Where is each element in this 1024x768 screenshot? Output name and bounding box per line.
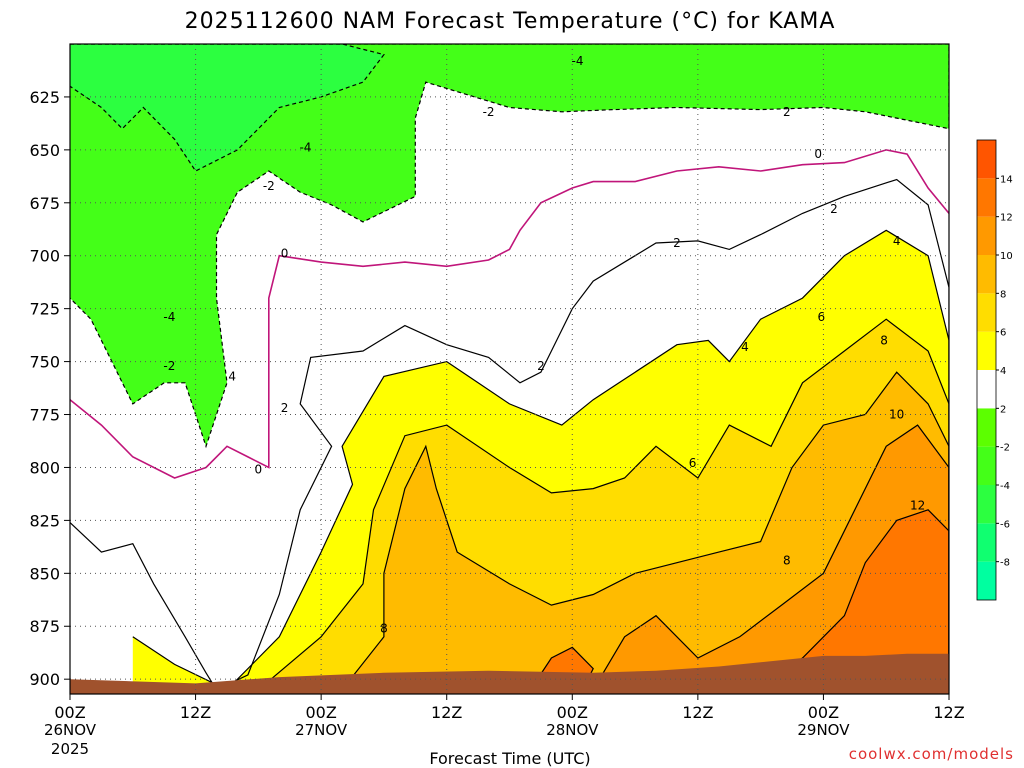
y-tick-label: 750 xyxy=(29,353,60,372)
x-date-label: 27NOV xyxy=(295,721,348,739)
band-10-to-12-contour xyxy=(592,424,949,694)
x-year-label: 2025 xyxy=(51,740,89,758)
contour-label: 2 xyxy=(830,202,838,216)
colorbar-swatch xyxy=(977,408,996,447)
y-axis: 625 650 675 700 725 750 775 800 825 850 875 900 xyxy=(29,88,70,689)
colorbar-label: 4 xyxy=(1000,366,1006,377)
contour-label: 6 xyxy=(689,456,697,470)
colorbar-label: -4 xyxy=(1000,481,1010,492)
colorbar-label: 14 xyxy=(1000,174,1013,185)
x-tick-label: 12Z xyxy=(682,703,713,722)
x-axis-label: Forecast Time (UTC) xyxy=(429,749,590,768)
colorbar-label: -2 xyxy=(1000,443,1010,454)
contour-label: -4 xyxy=(299,141,311,155)
y-tick-label: 700 xyxy=(29,247,60,266)
contour-label: 4 xyxy=(228,369,236,383)
colorbar-swatch xyxy=(977,293,996,332)
temperature-bands xyxy=(70,44,949,694)
contour-label: 0 xyxy=(281,247,289,261)
colorbar-label: -6 xyxy=(1000,519,1010,530)
contour-label: 0 xyxy=(255,463,263,477)
band-minus4-to-minus2-contour xyxy=(70,44,949,449)
x-date-label: 28NOV xyxy=(546,721,599,739)
y-tick-label: 725 xyxy=(29,300,60,319)
colorbar-label: 10 xyxy=(1000,251,1013,262)
x-tick-label: 12Z xyxy=(180,703,211,722)
x-date-label: 26NOV xyxy=(44,721,97,739)
band-minus6-to-minus4-contour xyxy=(70,44,385,172)
terrain-surface xyxy=(70,653,949,694)
colorbar-label: 2 xyxy=(1000,404,1006,415)
plot-frame xyxy=(69,43,950,695)
plot-border xyxy=(69,43,950,695)
contour-zero-line xyxy=(70,149,949,479)
contour-label: 0 xyxy=(814,147,822,161)
contour-label: 8 xyxy=(380,621,388,635)
y-tick-label: 900 xyxy=(29,670,60,689)
x-tick-label: 12Z xyxy=(431,703,462,722)
contour-label: -4 xyxy=(572,54,584,68)
band-4-to-6-contour xyxy=(132,229,949,694)
colorbar-swatch xyxy=(977,446,996,485)
band-6-to-8-contour xyxy=(258,318,949,694)
colorbar-swatch xyxy=(977,370,996,409)
contour-label: 2 xyxy=(537,359,545,373)
band-12-to-14-contour xyxy=(760,509,949,694)
colorbar-swatch xyxy=(977,561,996,600)
y-tick-label: 875 xyxy=(29,617,60,636)
colorbar-swatch xyxy=(977,255,996,294)
contour-label: -2 xyxy=(483,105,495,119)
band-minus4-to-minus2 xyxy=(70,44,949,447)
chart-title: 2025112600 NAM Forecast Temperature (°C)… xyxy=(185,9,836,34)
x-date-label: 29NOV xyxy=(797,721,850,739)
colorbar-swatch xyxy=(977,485,996,524)
x-tick-label: 00Z xyxy=(808,703,839,722)
y-tick-label: 675 xyxy=(29,194,60,213)
y-tick-label: 775 xyxy=(29,406,60,425)
x-tick-label: 12Z xyxy=(933,703,964,722)
colorbar-swatch xyxy=(977,140,996,179)
x-tick-label: 00Z xyxy=(557,703,588,722)
y-tick-label: 850 xyxy=(29,564,60,583)
contour-label: 6 xyxy=(818,310,826,324)
colorbar-swatch xyxy=(977,216,996,255)
x-tick-label: 00Z xyxy=(305,703,336,722)
colorbar-swatch xyxy=(977,178,996,217)
contour-label: 10 xyxy=(889,408,904,422)
contour-label: 4 xyxy=(893,234,901,248)
y-tick-label: 800 xyxy=(29,458,60,477)
contour-label: 8 xyxy=(880,333,888,347)
contour-label: 4 xyxy=(741,340,749,354)
contour-labels: -4 -2 2 -4 0 -2 2 4 0 2 -4 6 8 4 4 -2 2 2 10 6 0 12 8 8 xyxy=(163,54,925,635)
colorbar-label: 12 xyxy=(1000,213,1013,224)
band-12-to-14 xyxy=(760,509,949,694)
contour-label: 2 xyxy=(783,105,791,119)
colorbar-label: 6 xyxy=(1000,328,1006,339)
colorbar-label: -8 xyxy=(1000,558,1010,569)
source-credit: coolwx.com/models xyxy=(849,745,1014,763)
contour-label: 8 xyxy=(783,554,791,568)
y-tick-label: 625 xyxy=(29,88,60,107)
colorbar-swatch xyxy=(977,331,996,370)
terrain-ground xyxy=(70,653,949,694)
contour-label: -2 xyxy=(263,179,275,193)
colorbar-swatch xyxy=(977,523,996,562)
colorbar-label: 8 xyxy=(1000,289,1006,300)
contour-label: 12 xyxy=(910,499,925,513)
contour-label: 2 xyxy=(281,401,289,415)
contour-label: -4 xyxy=(163,310,175,324)
x-tick-label: 00Z xyxy=(54,703,85,722)
y-tick-label: 650 xyxy=(29,141,60,160)
contour-label: 2 xyxy=(673,236,681,250)
colorbar-legend: -8 -6 -4 -2 2 4 6 8 10 12 14 xyxy=(976,139,1013,601)
y-tick-label: 825 xyxy=(29,511,60,530)
contour-label: -2 xyxy=(163,359,175,373)
grid-lines xyxy=(70,44,949,694)
band-minus6-to-minus4 xyxy=(70,44,384,171)
